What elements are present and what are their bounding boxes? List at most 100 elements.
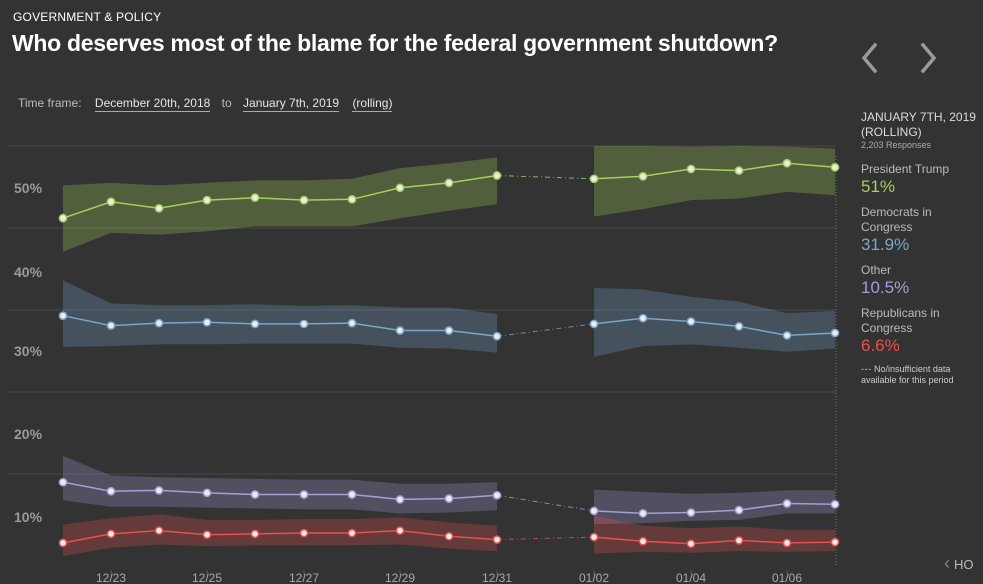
data-point (638, 171, 648, 181)
page-title: Who deserves most of the blame for the f… (12, 30, 778, 56)
data-point (58, 311, 68, 321)
data-point (830, 162, 840, 172)
data-point (492, 331, 502, 341)
next-button[interactable] (913, 38, 943, 78)
data-point (58, 477, 68, 487)
timeframe-mode-link[interactable]: (rolling) (352, 96, 393, 112)
data-point (492, 535, 502, 544)
data-point (106, 486, 116, 496)
data-point (299, 319, 309, 329)
data-point (830, 328, 840, 338)
data-point (299, 490, 309, 499)
data-point (106, 529, 116, 539)
legend-item-other: Other 10.5% (861, 263, 983, 297)
data-point (58, 538, 68, 548)
series-line (62, 481, 498, 501)
data-point (638, 313, 648, 323)
timeframe-start-link[interactable]: December 20th, 2018 (94, 96, 211, 112)
blame-chart: 50% 40% 30% 20% 10% 12/23 12/25 12/27 12/29 12/31… (8, 145, 840, 584)
x-tick-label: 12/25 (192, 571, 222, 584)
y-tick-label: 40% (14, 264, 43, 280)
data-point (299, 195, 309, 205)
data-point (830, 499, 840, 509)
data-point (782, 499, 792, 508)
legend-name: Republicans in Congress (861, 306, 940, 335)
category-label[interactable]: GOVERNMENT & POLICY (13, 10, 162, 24)
series-line (62, 174, 498, 219)
data-point (250, 490, 260, 499)
confidence-band (63, 456, 497, 514)
data-point (395, 526, 405, 535)
data-point (734, 536, 744, 545)
series-line (593, 317, 836, 337)
data-point (686, 508, 696, 517)
data-point (347, 528, 357, 538)
timeframe-to: to (221, 96, 232, 110)
data-point (782, 331, 792, 340)
legend-item-republicans: Republicans in Congress 6.6% (861, 306, 983, 355)
data-point (444, 178, 454, 188)
data-point (347, 490, 357, 499)
series-line (62, 314, 498, 337)
data-point (589, 532, 599, 542)
data-point (444, 326, 454, 335)
confidence-band (594, 287, 835, 357)
x-tick-label: 01/02 (579, 571, 609, 584)
sidebar-mode: (ROLLING) (861, 125, 922, 139)
data-point (202, 530, 212, 540)
legend-name: President Trump (861, 162, 950, 176)
no-data-connector (496, 323, 595, 337)
series-line (593, 502, 836, 515)
data-point (154, 203, 164, 213)
sidebar-responses: 2,203 Responses (861, 140, 932, 150)
home-nav[interactable]: ‹ HO (944, 553, 974, 574)
confidence-band (63, 514, 497, 556)
x-tick-label: 01/06 (772, 571, 802, 584)
data-point (444, 531, 454, 541)
data-point (492, 171, 502, 180)
timeframe-end-link[interactable]: January 7th, 2019 (243, 96, 340, 112)
no-data-connector (496, 175, 595, 180)
series-line (593, 162, 836, 180)
data-point (444, 494, 454, 503)
legend-name: Democrats in Congress (861, 205, 932, 234)
legend-value: 51% (861, 177, 896, 196)
confidence-band (594, 489, 835, 524)
confidence-band (63, 280, 497, 353)
series-line (593, 536, 836, 545)
data-point (686, 539, 696, 549)
legend-item-democrats: Democrats in Congress 31.9% (861, 205, 983, 254)
y-tick-label: 10% (14, 509, 43, 525)
data-point (250, 319, 260, 329)
data-point (347, 318, 357, 328)
sidebar-legend: JANUARY 7TH, 2019 (ROLLING) 2,203 Respon… (861, 110, 983, 386)
data-point (202, 195, 212, 205)
chevron-left-icon: ‹ (944, 553, 950, 573)
legend-name: Other (861, 263, 892, 277)
previous-button[interactable] (855, 38, 885, 78)
data-point (589, 506, 599, 516)
x-tick-label: 12/31 (482, 571, 512, 584)
data-point (734, 505, 744, 515)
chevron-right-icon (920, 42, 937, 74)
data-point (395, 326, 405, 335)
data-point (154, 486, 164, 495)
data-point (250, 529, 260, 539)
data-point (734, 322, 744, 331)
timeframe-label: Time frame: (18, 96, 82, 110)
data-point (638, 509, 648, 518)
x-tick-label: 12/27 (289, 571, 319, 584)
series-line (62, 529, 498, 544)
confidence-band (594, 515, 835, 554)
data-point (58, 213, 68, 223)
legend-value: 6.6% (861, 336, 900, 355)
legend-value: 31.9% (861, 235, 910, 254)
dash-legend-icon: - - - (861, 364, 871, 374)
data-point (686, 164, 696, 174)
data-point (106, 197, 116, 207)
x-tick-label: 01/04 (676, 571, 706, 584)
confidence-band (594, 146, 835, 217)
data-point (106, 321, 116, 330)
data-point (299, 528, 309, 538)
data-point (492, 490, 502, 500)
